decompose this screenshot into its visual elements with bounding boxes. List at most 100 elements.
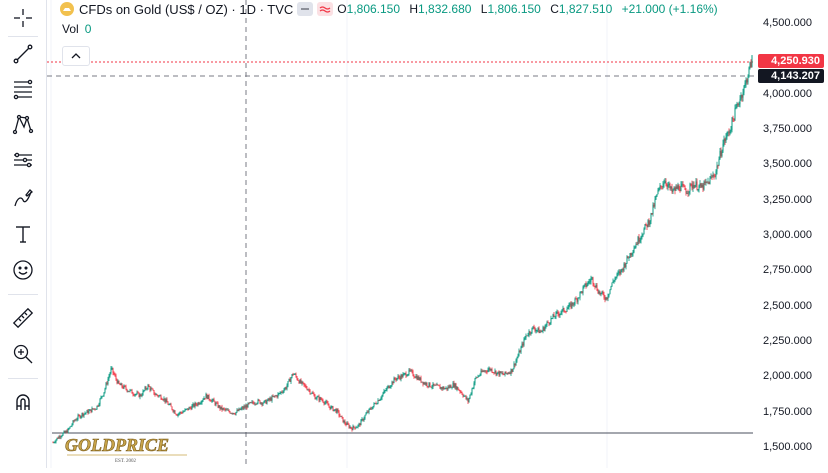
candle-body [353,425,355,428]
pattern-icon[interactable] [6,110,40,138]
brush-icon[interactable] [6,184,40,212]
magnet-icon[interactable] [6,388,40,416]
candle-body [127,391,129,392]
candle-body [418,376,420,381]
candle-body [240,408,242,410]
candle-body [676,186,678,189]
candle-body [388,385,390,389]
zoom-in-icon[interactable] [6,340,40,368]
candle-body [285,387,287,389]
candle-body [435,384,437,386]
candle-body [335,409,337,413]
candle-body [206,394,208,399]
candle-body [394,377,396,380]
trend-line-icon[interactable] [6,40,40,68]
candle-body [215,402,217,405]
candle-body [242,407,244,409]
symbol-title[interactable]: CFDs on Gold (US$ / OZ) · 1D · TVC [79,1,294,17]
candle-body [296,376,298,380]
candle-body [292,374,294,376]
candle-body [297,379,299,381]
candle-body [116,379,118,384]
candle-body [325,401,327,403]
symbol-legend[interactable]: CFDs on Gold (US$ / OZ) · 1D · TVC O1,80… [60,1,724,17]
candle-body [365,413,367,416]
prediction-icon[interactable] [6,146,40,174]
fib-retracement-icon[interactable] [6,74,40,102]
candle-body [739,99,741,105]
candle-body [109,373,111,377]
price-chart[interactable] [47,0,755,468]
candle-body [162,399,164,401]
candle-body [71,424,73,426]
candle-body [248,402,250,404]
crosshair-icon[interactable] [6,4,40,32]
candle-body [671,186,673,192]
candle-body [562,307,564,310]
candle-body [157,395,159,397]
candle-body [249,402,251,404]
text-icon[interactable] [6,220,40,248]
candle-body [349,426,351,428]
candle-body [571,302,573,308]
chart-pane[interactable] [47,0,755,468]
candle-body [180,412,182,413]
candle-body [410,370,412,372]
candle-body [345,423,347,425]
candle-body [254,403,256,405]
candle-body [66,430,68,434]
candle-body [415,375,417,378]
candle-body [200,402,202,404]
candle-body [159,395,161,397]
candle-body [290,377,292,382]
candle-body [122,386,124,389]
candle-body [59,436,61,438]
candle-body [299,379,301,384]
candle-body [62,433,64,436]
candle-body [484,370,486,372]
candle-body [584,283,586,285]
market-status-pill[interactable] [297,2,314,16]
candle-body [714,176,716,177]
candle-body [346,422,348,425]
ruler-icon[interactable] [6,304,40,332]
candle-body [637,237,639,245]
candle-body [396,378,398,380]
chart-grid [50,0,608,468]
candle-body [743,85,745,93]
candle-body [265,400,267,404]
candle-body [510,369,512,374]
volume-legend[interactable]: Vol 0 [62,22,91,36]
candle-body [111,367,113,369]
candle-body [298,380,300,384]
candle-body [98,404,100,407]
candle-body [330,406,332,410]
candle-body [446,387,448,390]
candle-body [497,371,499,373]
price-axis[interactable]: 4,500.000 4,000.000 3,750.000 3,500.000 3,25… [755,0,828,468]
candle-body [642,234,644,236]
candle-body [570,303,572,308]
price-tick-label: 4,000.000 [763,87,812,100]
candle-body [747,76,749,83]
candle-body [379,399,381,401]
candle-body [623,263,625,271]
candle-body [372,406,374,409]
candle-body [208,394,210,400]
collapse-legend-button[interactable] [62,46,90,66]
candle-body [545,324,547,327]
candle-body [660,185,662,187]
candle-body [295,374,297,377]
candle-body [434,384,436,386]
candle-body [552,314,554,319]
candle-body [429,382,431,387]
candle-body [201,400,203,403]
candle-body [541,330,543,332]
candle-body [661,186,663,188]
candle-body [716,165,718,172]
emoji-icon[interactable] [6,256,40,284]
candle-body [550,318,552,324]
candle-body [625,263,627,267]
data-delay-pill[interactable] [317,2,334,16]
candle-body [149,386,151,391]
